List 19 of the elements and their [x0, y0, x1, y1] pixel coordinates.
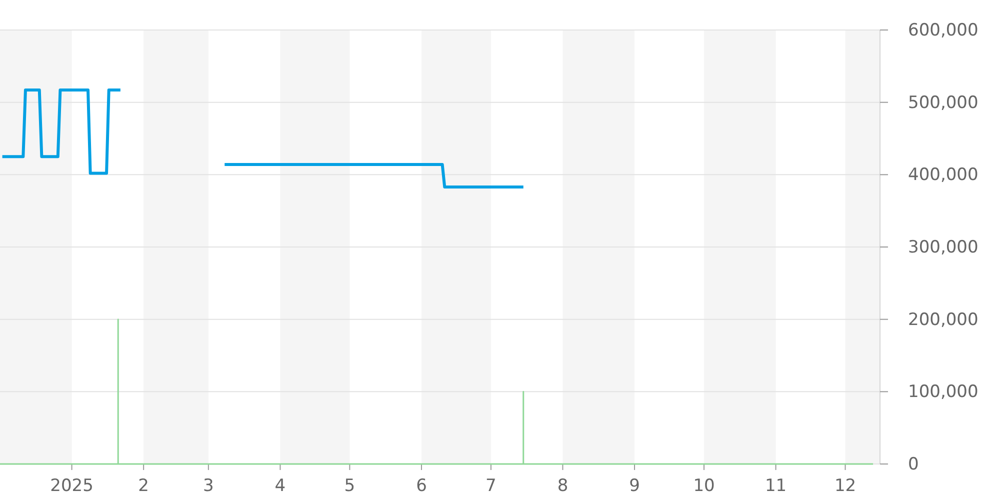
x-tick-label: 4: [274, 476, 286, 496]
x-tick-label: 11: [764, 476, 787, 496]
y-tick-label: 600,000: [908, 20, 978, 40]
x-tick-label: 10: [693, 476, 715, 496]
x-tick-label: 3: [203, 476, 214, 496]
y-tick-label: 400,000: [908, 165, 978, 186]
x-tick-label: 6: [416, 476, 427, 496]
y-tick-label: 300,000: [908, 237, 978, 258]
x-tick-label: 8: [557, 476, 568, 496]
y-tick-label: 0: [908, 454, 919, 474]
y-tick-label: 200,000: [908, 310, 978, 330]
y-tick-label: 100,000: [908, 382, 978, 402]
x-tick-label: 2025: [50, 476, 94, 496]
x-tick-label: 7: [486, 476, 496, 496]
y-tick-label: 500,000: [908, 92, 978, 113]
x-tick-label: 12: [834, 476, 856, 496]
x-tick-label: 2: [138, 476, 149, 496]
x-tick-label: 9: [629, 476, 640, 496]
x-tick-label: 5: [344, 476, 356, 496]
